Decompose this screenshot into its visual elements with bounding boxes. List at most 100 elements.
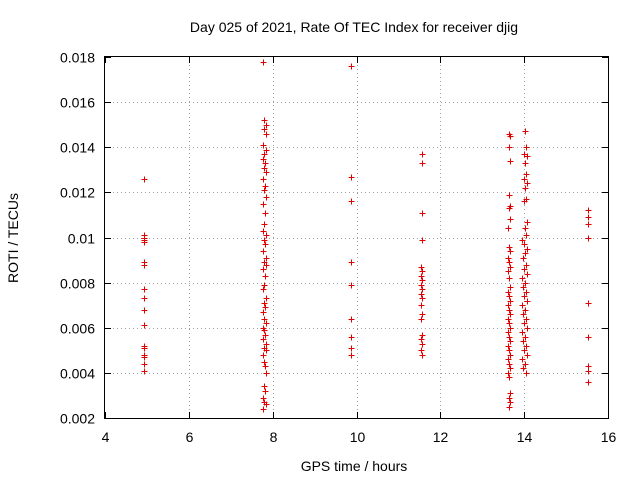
data-point [521, 176, 528, 183]
data-point [524, 298, 531, 305]
data-point [261, 165, 268, 172]
data-point [260, 142, 267, 149]
data-point [418, 316, 425, 323]
y-tick-label: 0.004 [60, 366, 95, 382]
data-point [263, 232, 270, 239]
data-point [263, 194, 270, 201]
data-point [505, 370, 512, 377]
data-point [141, 286, 148, 293]
data-point [263, 295, 270, 302]
data-point [348, 316, 355, 323]
data-point [418, 264, 425, 271]
data-point [261, 151, 268, 158]
data-point [263, 131, 270, 138]
data-point [419, 341, 426, 348]
data-point [260, 176, 267, 183]
data-point [261, 126, 268, 133]
y-tick-label: 0.01 [68, 231, 95, 247]
data-point [260, 406, 267, 413]
data-point [419, 151, 426, 158]
data-point [522, 185, 529, 192]
data-point [261, 282, 268, 289]
data-point [522, 280, 529, 287]
data-point [520, 284, 527, 291]
data-point [261, 327, 268, 334]
data-point [263, 169, 270, 176]
data-point [506, 293, 513, 300]
x-tick-label: 16 [601, 429, 617, 445]
y-axis-label: ROTI / TECUs [5, 193, 21, 283]
data-point [262, 273, 269, 280]
data-point [585, 379, 592, 386]
data-point [523, 370, 530, 377]
data-point [523, 289, 530, 296]
data-point [507, 216, 514, 223]
data-point [262, 388, 269, 395]
data-point [506, 334, 513, 341]
y-tick-label: 0.008 [60, 276, 95, 292]
data-point [506, 259, 513, 266]
data-point [348, 345, 355, 352]
data-point [519, 237, 526, 244]
data-point [260, 248, 267, 255]
data-point [506, 244, 513, 251]
data-point [522, 128, 529, 135]
data-point [506, 395, 513, 402]
data-point [524, 352, 531, 359]
data-point [348, 63, 355, 70]
data-point [585, 235, 592, 242]
data-point [507, 352, 514, 359]
data-point [262, 241, 269, 248]
y-tick-label: 0.012 [60, 185, 95, 201]
data-point [520, 338, 527, 345]
data-point [261, 359, 268, 366]
data-point [419, 277, 426, 284]
data-point [261, 117, 268, 124]
data-point [260, 352, 267, 359]
data-point [506, 347, 513, 354]
data-point [260, 228, 267, 235]
data-point [585, 368, 592, 375]
data-point [261, 383, 268, 390]
data-point [262, 160, 269, 167]
data-point [418, 347, 425, 354]
data-point [523, 232, 530, 239]
data-point [260, 201, 267, 208]
data-point [505, 356, 512, 363]
data-point [505, 343, 512, 350]
data-point [521, 198, 528, 205]
data-point [507, 311, 514, 318]
data-point [506, 361, 513, 368]
y-tick-label: 0.018 [60, 50, 95, 66]
data-point [506, 320, 513, 327]
data-point [141, 368, 148, 375]
data-point [585, 300, 592, 307]
data-point [522, 225, 529, 232]
data-point [260, 266, 267, 273]
data-point [348, 352, 355, 359]
data-point [263, 262, 270, 269]
y-tick-label: 0.006 [60, 321, 95, 337]
data-point [520, 311, 527, 318]
data-point [418, 336, 425, 343]
plot-frame [104, 56, 609, 419]
data-point [348, 334, 355, 341]
data-point [585, 334, 592, 341]
axis-ticks: 4 6 8 10 12 14 16 0.002 0.004 0.006 0.008 0.01 0.012… [60, 50, 617, 446]
data-point [262, 332, 269, 339]
data-point [261, 187, 268, 194]
data-point [262, 304, 269, 311]
data-point [524, 325, 531, 332]
data-point [524, 219, 531, 226]
data-point [262, 183, 269, 190]
x-tick-label: 4 [102, 429, 110, 445]
data-point [524, 180, 531, 187]
data-point [261, 300, 268, 307]
data-point [261, 221, 268, 228]
data-point [520, 365, 527, 372]
data-point [519, 275, 526, 282]
data-point [260, 156, 267, 163]
x-tick-label: 6 [186, 429, 194, 445]
data-point [348, 259, 355, 266]
